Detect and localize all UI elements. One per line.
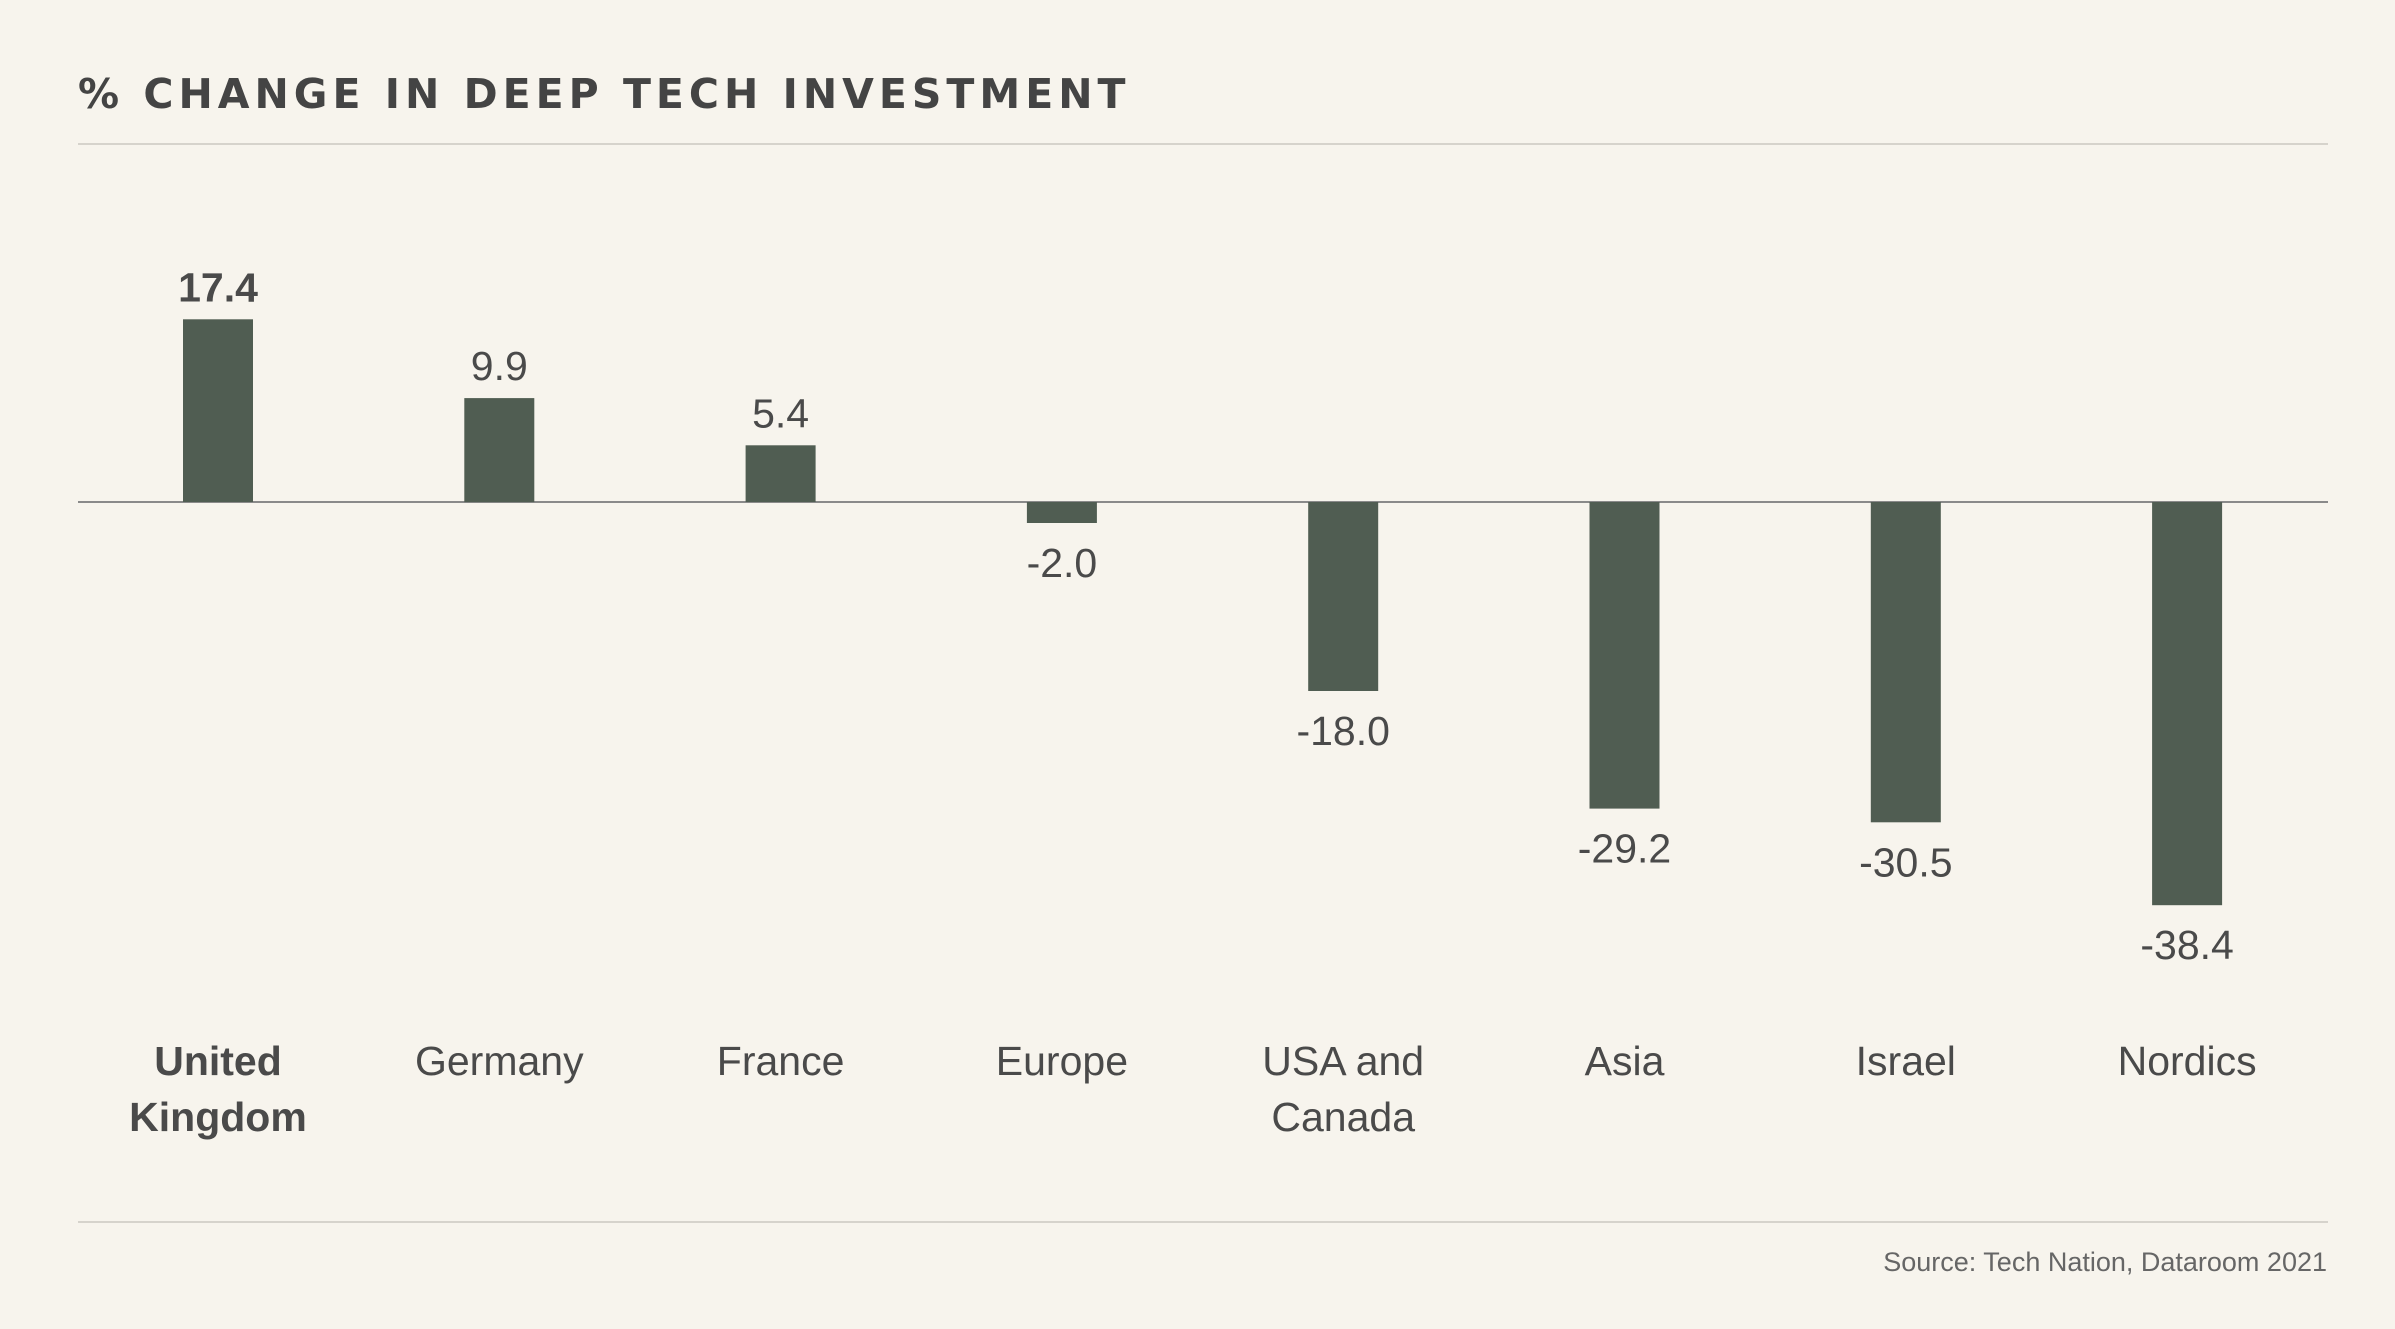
- category-label-united-kingdom: United Kingdom: [129, 1038, 307, 1140]
- bar-united-kingdom: [183, 319, 253, 502]
- value-label-usa-and-canada: -18.0: [1296, 708, 1389, 754]
- category-label-nordics: Nordics: [2118, 1038, 2257, 1084]
- value-labels-layer: 17.4 9.9 5.4 -2.0 -18.0 -29.2 -30.5 -38.4: [178, 264, 2234, 968]
- category-label-usa-and-canada: USA and Canada: [1262, 1038, 1424, 1140]
- bar-usa-and-canada: [1308, 502, 1379, 691]
- value-label-asia: -29.2: [1578, 826, 1671, 872]
- value-label-europe: -2.0: [1027, 540, 1098, 586]
- value-label-united-kingdom: 17.4: [178, 264, 258, 310]
- bar-nordics: [2152, 502, 2223, 906]
- category-label-france: France: [717, 1038, 845, 1084]
- source-note: Source: Tech Nation, Dataroom 2021: [1883, 1247, 2327, 1277]
- bar-germany: [464, 398, 535, 503]
- value-label-israel: -30.5: [1859, 839, 1952, 885]
- value-label-nordics: -38.4: [2140, 922, 2233, 968]
- chart-title: % CHANGE IN DEEP TECH INVESTMENT: [78, 70, 1131, 118]
- value-label-france: 5.4: [752, 390, 809, 436]
- bar-asia: [1589, 502, 1660, 809]
- bar-france: [745, 445, 816, 502]
- bars-layer: [183, 319, 2223, 906]
- category-label-asia: Asia: [1585, 1038, 1665, 1084]
- value-label-germany: 9.9: [471, 343, 528, 389]
- category-labels-layer: United Kingdom Germany France Europe USA and C…: [129, 1038, 2256, 1140]
- bar-israel: [1870, 502, 1941, 823]
- category-label-germany: Germany: [415, 1038, 584, 1084]
- category-label-israel: Israel: [1856, 1038, 1956, 1084]
- title-divider: [78, 143, 2328, 145]
- bar-europe: [1026, 502, 1097, 523]
- footer-divider: [78, 1221, 2328, 1223]
- category-label-europe: Europe: [996, 1038, 1128, 1084]
